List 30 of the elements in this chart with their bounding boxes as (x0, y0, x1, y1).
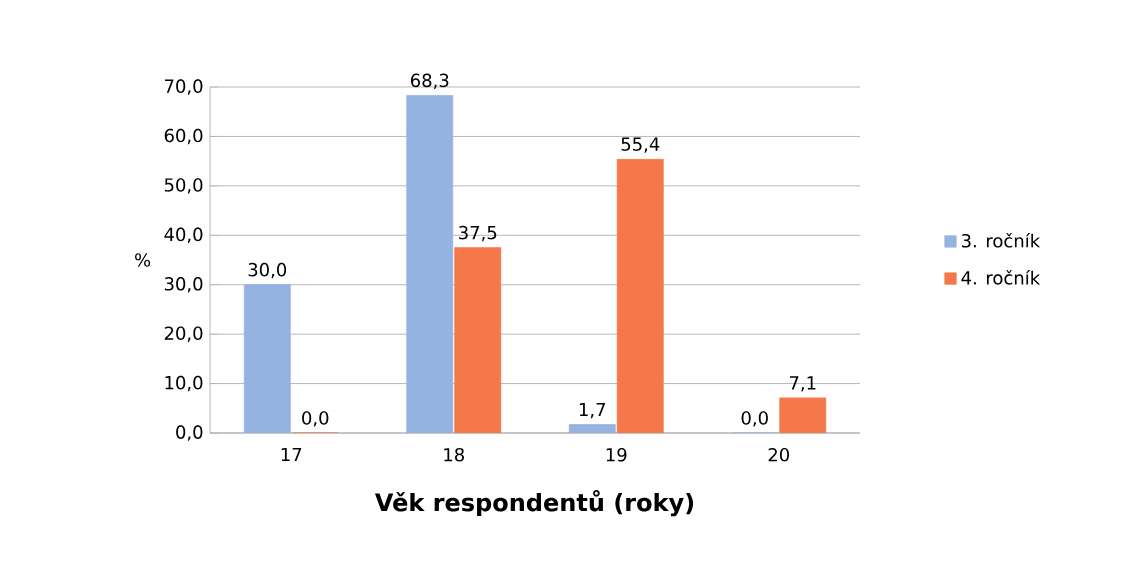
legend-label: 4. ročník (961, 270, 1041, 285)
bar (243, 284, 291, 433)
y-tick-label: 10,0 (165, 375, 203, 392)
y-tick-label: 40,0 (164, 227, 203, 244)
x-tick-label: 17 (281, 447, 302, 462)
bar (616, 158, 664, 433)
legend-label: 3. ročník (961, 232, 1041, 248)
data-label: 55,4 (621, 137, 660, 153)
x-axis-title: Věk respondentů (roky) (374, 489, 694, 517)
data-label: 30,0 (248, 262, 287, 279)
data-label: 0,0 (741, 411, 768, 427)
y-tick-label: 70,0 (165, 79, 203, 95)
y-tick-label: 20,0 (164, 326, 203, 342)
data-label: 0,0 (302, 411, 329, 427)
y-tick-label: 0,0 (176, 425, 203, 441)
x-tick-label: 20 (768, 447, 790, 462)
data-label: 7,1 (789, 376, 816, 392)
x-tick-label: 19 (606, 447, 627, 462)
data-label: 68,3 (410, 73, 449, 90)
y-axis-title: % (135, 253, 151, 267)
x-tick-label: 18 (444, 447, 464, 462)
data-label: 1,7 (579, 403, 606, 419)
bar (568, 424, 616, 433)
data-label: 37,5 (459, 225, 497, 242)
y-tick-label: 30,0 (164, 276, 203, 293)
y-tick-label: 60,0 (164, 128, 203, 145)
y-tick-label: 50,0 (164, 178, 203, 194)
bar (779, 397, 827, 433)
bar (454, 247, 502, 433)
bar (406, 95, 454, 433)
